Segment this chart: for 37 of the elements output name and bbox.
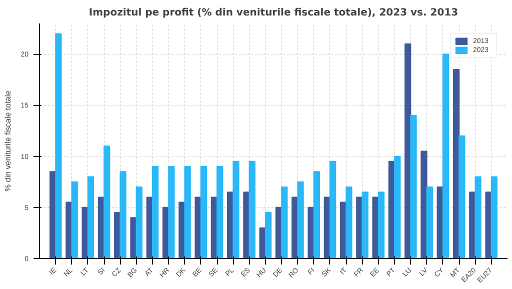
bar bbox=[329, 160, 336, 258]
bar bbox=[264, 212, 272, 258]
bar bbox=[442, 54, 450, 258]
bar bbox=[362, 192, 368, 258]
bar bbox=[297, 181, 304, 258]
bar bbox=[248, 160, 256, 258]
bar bbox=[87, 176, 94, 258]
bar bbox=[485, 192, 492, 258]
bar bbox=[372, 196, 379, 258]
bar bbox=[458, 135, 466, 258]
bar bbox=[410, 114, 417, 258]
bar bbox=[426, 186, 433, 258]
bar bbox=[200, 166, 208, 258]
bar bbox=[152, 166, 159, 258]
bar bbox=[232, 160, 240, 258]
bar bbox=[184, 166, 191, 258]
bar bbox=[55, 33, 62, 258]
bar bbox=[216, 166, 224, 258]
bar bbox=[168, 166, 175, 258]
y-axis-title: % din veniturile fiscale totale bbox=[4, 90, 13, 192]
bar bbox=[104, 146, 110, 258]
bar bbox=[194, 196, 202, 258]
bar bbox=[378, 192, 385, 258]
bar bbox=[313, 171, 320, 258]
bar bbox=[243, 192, 250, 258]
bar bbox=[346, 186, 352, 258]
bar bbox=[420, 150, 428, 258]
bar bbox=[130, 217, 137, 258]
bar bbox=[474, 176, 482, 258]
bar bbox=[281, 186, 288, 258]
bar bbox=[71, 181, 78, 258]
chart-title: Impozitul pe profit (% din veniturile fiscale totale), 2023 vs. 2013 bbox=[88, 8, 458, 18]
bar bbox=[490, 176, 498, 258]
bar bbox=[356, 196, 363, 258]
bar bbox=[120, 171, 126, 258]
bar bbox=[136, 186, 142, 258]
bar bbox=[394, 156, 401, 258]
